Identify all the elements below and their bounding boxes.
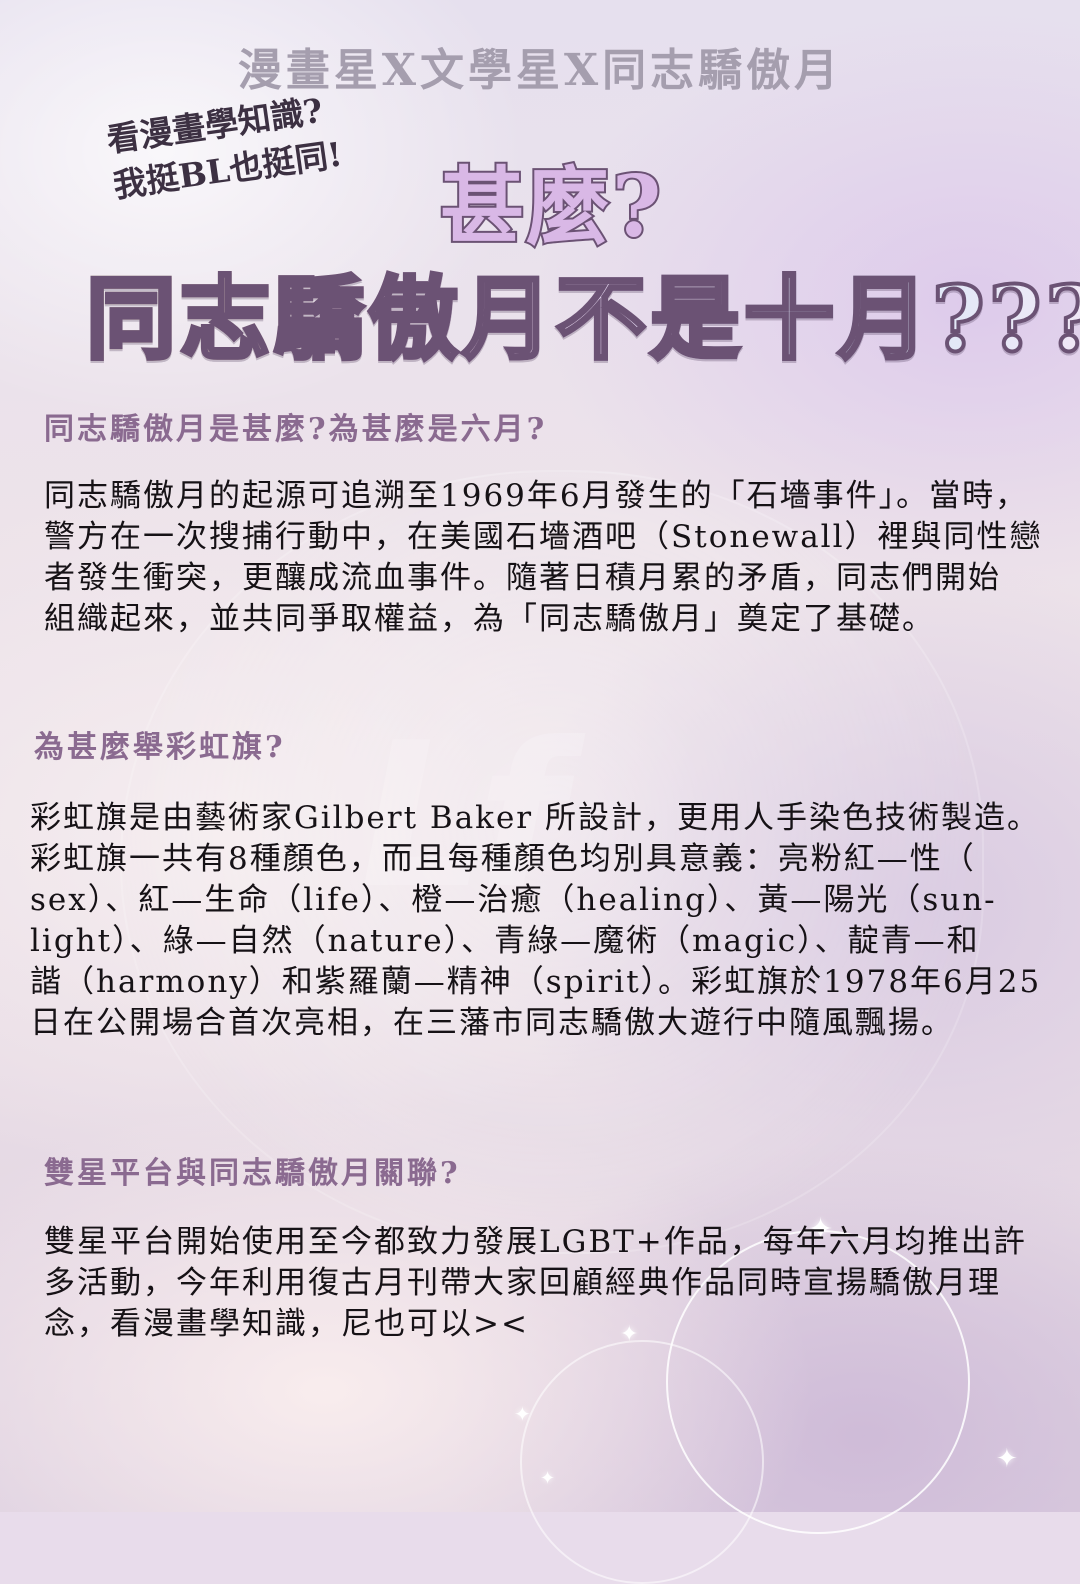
sparkle-icon: ✦ (540, 1468, 556, 1489)
headline-title: 同志驕傲月不是十月??? (84, 246, 1080, 376)
headline-question: 甚麼? (438, 155, 664, 258)
section-heading-platform: 雙星平台與同志驕傲月關聯? (44, 1156, 461, 1191)
watermark-logo-shape (120, 470, 984, 1254)
section-body-origin: 同志驕傲月的起源可追溯至1969年6月發生的「石墻事件」。當時， 警方在一次搜捕… (44, 478, 1043, 637)
section-heading-origin: 同志驕傲月是甚麼?為甚麼是六月? (44, 412, 548, 447)
section-body-platform: 雙星平台開始使用至今都致力發展LGBT+作品，每年六月均推出許 多活動，今年利用… (44, 1224, 1027, 1342)
sparkle-icon: ✦ (514, 1402, 531, 1426)
sparkle-icon: ✦ (620, 1322, 639, 1347)
section-body-rainbow-flag: 彩虹旗是由藝術家Gilbert Baker 所設計，更用人手染色技術製造。 彩虹… (30, 800, 1042, 1041)
header-title: 漫畫星X文學星X同志驕傲月 (237, 45, 843, 96)
sparkle-icon: ✦ (996, 1444, 1018, 1474)
watermark-logo-icon: Lf (360, 700, 564, 933)
sparkle-icon: ✦ (808, 1212, 834, 1247)
decorative-circle-small (520, 1340, 764, 1584)
section-heading-rainbow-flag: 為甚麼舉彩虹旗? (34, 730, 286, 765)
